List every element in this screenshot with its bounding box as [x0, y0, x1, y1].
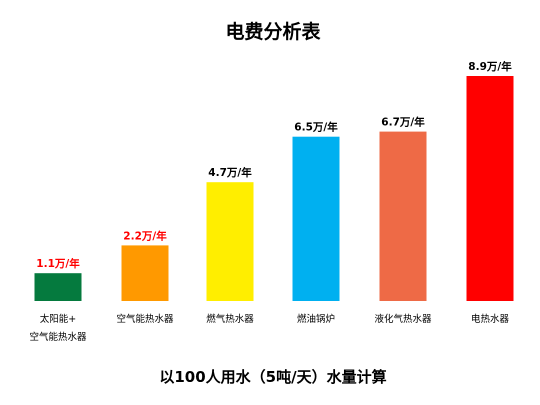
- chart-title: 电费分析表: [225, 20, 321, 43]
- value-label-3: 4.7万/年: [208, 166, 252, 179]
- bar-2: [121, 245, 169, 301]
- category-label-2: 空气能热水器: [116, 313, 174, 325]
- category-label-5: 液化气热水器: [374, 313, 432, 325]
- category-label-1-line-2: 空气能热水器: [29, 331, 87, 343]
- bars-layer: [34, 76, 514, 301]
- bar-4: [292, 136, 340, 301]
- bar-3: [206, 182, 254, 301]
- value-labels-layer: 1.1万/年 2.2万/年 4.7万/年 6.5万/年 6.7万/年 8.9万/年: [36, 60, 512, 270]
- value-label-6: 8.9万/年: [468, 60, 512, 73]
- category-label-3: 燃气热水器: [206, 313, 254, 325]
- category-label-4: 燃油锅炉: [297, 313, 335, 325]
- category-label-6: 电热水器: [471, 313, 510, 325]
- value-label-1: 1.1万/年: [36, 257, 80, 270]
- value-label-5: 6.7万/年: [381, 116, 425, 129]
- bar-1: [34, 273, 82, 301]
- bar-6: [466, 76, 514, 301]
- category-label-1-line-1: 太阳能+: [40, 313, 76, 325]
- bar-5: [379, 131, 427, 301]
- value-label-2: 2.2万/年: [123, 229, 167, 242]
- chart-subtitle: 以100人用水（5吨/天）水量计算: [159, 368, 386, 386]
- value-label-4: 6.5万/年: [294, 121, 338, 134]
